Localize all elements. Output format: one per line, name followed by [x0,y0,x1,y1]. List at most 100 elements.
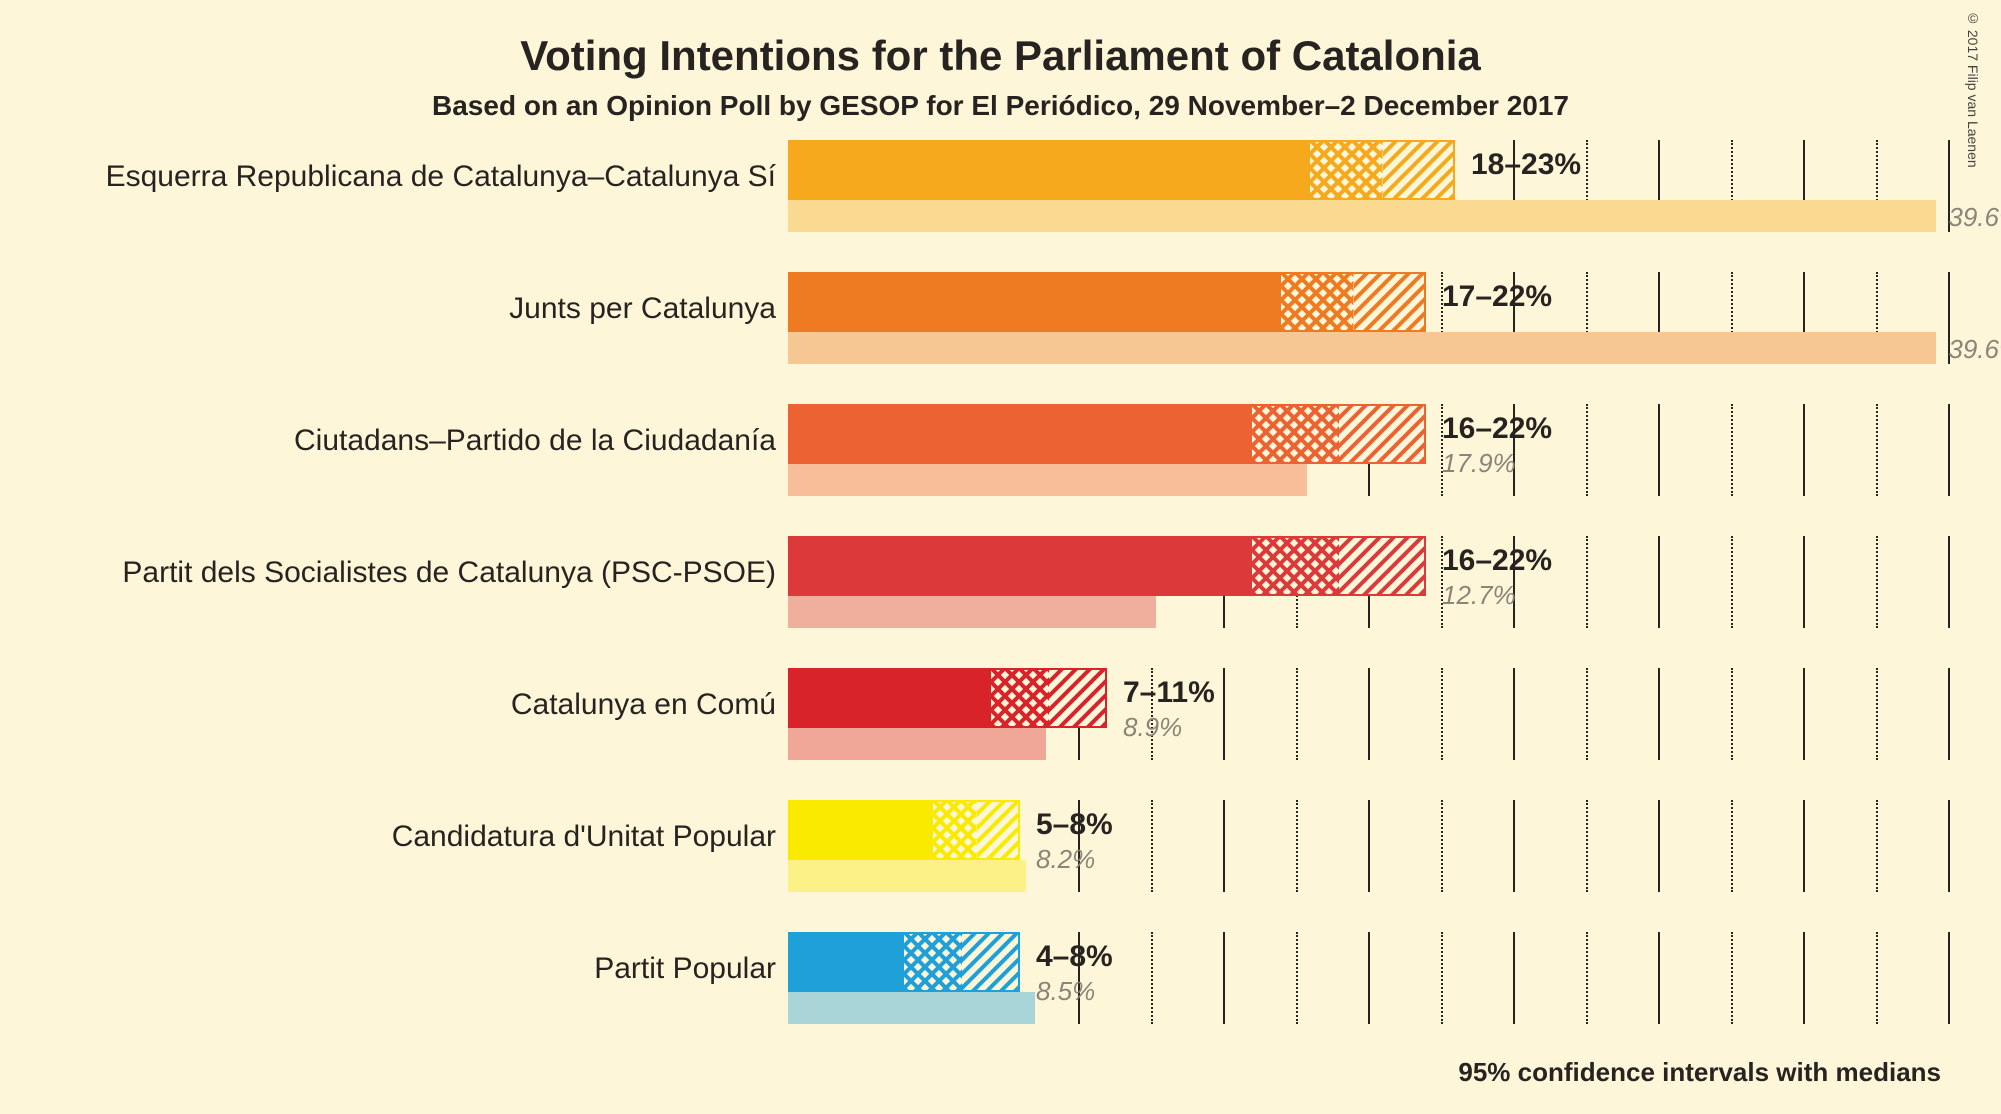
main-bar [788,536,1252,596]
major-tick [1513,800,1515,892]
chart-title: Voting Intentions for the Parliament of … [0,32,2001,80]
minor-tick [1876,536,1878,628]
previous-result-bar [788,728,1046,760]
ci-outline [933,800,1020,860]
major-tick [1948,932,1950,1024]
major-tick [1948,536,1950,628]
minor-tick [1441,932,1443,1024]
minor-tick [1151,800,1153,892]
major-tick [1803,932,1805,1024]
minor-tick [1731,404,1733,496]
minor-tick [1731,536,1733,628]
chart-page: { "title": "Voting Intentions for the Pa… [0,0,2001,1114]
major-tick [1513,668,1515,760]
main-bar [788,140,1310,200]
party-label: Partit Popular [6,952,776,986]
minor-tick [1296,800,1298,892]
major-tick [1948,404,1950,496]
minor-tick [1731,800,1733,892]
major-tick [1658,404,1660,496]
previous-result-bar [788,332,1936,364]
minor-tick [1586,800,1588,892]
previous-result-label: 39.6% [1948,334,2001,365]
range-label: 16–22% [1442,544,1552,578]
minor-tick [1731,668,1733,760]
main-bar [788,404,1252,464]
party-row: Ciutadans–Partido de la Ciudadanía 16–22%… [0,404,2001,524]
previous-result-label: 8.9% [1123,712,1182,743]
major-tick [1803,800,1805,892]
ci-outline [904,932,1020,992]
minor-tick [1731,932,1733,1024]
previous-result-bar [788,992,1035,1024]
party-label: Ciutadans–Partido de la Ciudadanía [6,424,776,458]
major-tick [1223,800,1225,892]
chart-subtitle: Based on an Opinion Poll by GESOP for El… [0,90,2001,122]
minor-tick [1876,668,1878,760]
party-label: Partit dels Socialistes de Catalunya (PS… [6,556,776,590]
major-tick [1368,668,1370,760]
main-bar [788,272,1281,332]
major-tick [1513,932,1515,1024]
ci-outline [1252,536,1426,596]
party-row: Junts per Catalunya 17–22% 39.6% [0,272,2001,392]
major-tick [1368,932,1370,1024]
party-label: Junts per Catalunya [6,292,776,326]
major-tick [1803,536,1805,628]
minor-tick [1876,932,1878,1024]
major-tick [1948,800,1950,892]
minor-tick [1441,668,1443,760]
minor-tick [1586,668,1588,760]
main-bar [788,800,933,860]
major-tick [1803,668,1805,760]
minor-tick [1296,668,1298,760]
major-tick [1368,800,1370,892]
major-tick [1658,932,1660,1024]
party-label: Candidatura d'Unitat Popular [6,820,776,854]
minor-tick [1296,932,1298,1024]
minor-tick [1586,404,1588,496]
ci-outline [1281,272,1426,332]
party-row: Partit Popular 4–8%8.5% [0,932,2001,1052]
main-bar [788,932,904,992]
ci-outline [1252,404,1426,464]
party-row: Catalunya en Comú 7–11%8.9% [0,668,2001,788]
main-bar [788,668,991,728]
ci-outline [991,668,1107,728]
major-tick [1948,668,1950,760]
previous-result-label: 8.2% [1036,844,1095,875]
minor-tick [1151,932,1153,1024]
major-tick [1658,668,1660,760]
minor-tick [1441,800,1443,892]
major-tick [1223,932,1225,1024]
previous-result-label: 39.6% [1948,202,2001,233]
major-tick [1658,800,1660,892]
bar-chart: Esquerra Republicana de Catalunya–Catalu… [0,140,2001,1080]
minor-tick [1876,800,1878,892]
range-label: 4–8% [1036,940,1113,974]
minor-tick [1586,536,1588,628]
minor-tick [1586,932,1588,1024]
major-tick [1658,536,1660,628]
major-tick [1223,668,1225,760]
range-label: 18–23% [1471,148,1581,182]
previous-result-label: 17.9% [1442,448,1516,479]
previous-result-bar [788,464,1307,496]
range-label: 7–11% [1123,676,1215,710]
party-row: Esquerra Republicana de Catalunya–Catalu… [0,140,2001,260]
party-label: Esquerra Republicana de Catalunya–Catalu… [6,160,776,194]
previous-result-bar [788,596,1156,628]
previous-result-label: 12.7% [1442,580,1516,611]
major-tick [1803,404,1805,496]
previous-result-bar [788,200,1936,232]
party-row: Candidatura d'Unitat Popular 5–8%8.2% [0,800,2001,920]
previous-result-bar [788,860,1026,892]
party-label: Catalunya en Comú [6,688,776,722]
range-label: 17–22% [1442,280,1552,314]
minor-tick [1876,404,1878,496]
range-label: 5–8% [1036,808,1113,842]
previous-result-label: 8.5% [1036,976,1095,1007]
ci-outline [1310,140,1455,200]
range-label: 16–22% [1442,412,1552,446]
party-row: Partit dels Socialistes de Catalunya (PS… [0,536,2001,656]
